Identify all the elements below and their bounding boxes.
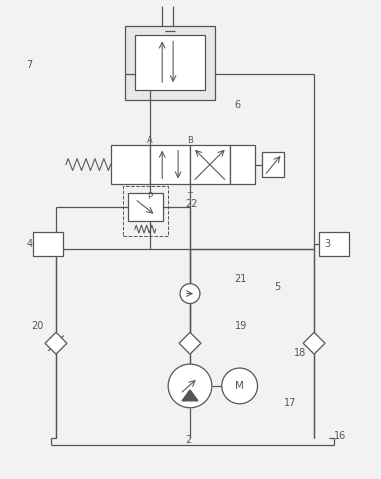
Text: 2: 2 bbox=[185, 434, 191, 445]
Text: 19: 19 bbox=[235, 321, 247, 331]
Text: M: M bbox=[235, 381, 244, 391]
Bar bbox=[190, 145, 230, 184]
Polygon shape bbox=[45, 332, 67, 354]
Bar bbox=[135, 35, 205, 90]
Text: 18: 18 bbox=[294, 348, 306, 358]
Bar bbox=[319, 231, 349, 256]
Text: 21: 21 bbox=[235, 274, 247, 284]
Polygon shape bbox=[182, 390, 198, 401]
Text: 5: 5 bbox=[274, 282, 281, 292]
Text: 4: 4 bbox=[26, 239, 32, 249]
Bar bbox=[128, 194, 163, 221]
Bar bbox=[33, 231, 63, 256]
Circle shape bbox=[168, 364, 212, 408]
Text: 6: 6 bbox=[235, 100, 241, 110]
Bar bbox=[125, 25, 215, 100]
Text: T: T bbox=[187, 192, 192, 201]
Bar bbox=[123, 186, 168, 236]
Text: 7: 7 bbox=[26, 60, 32, 70]
Text: 22: 22 bbox=[185, 199, 197, 209]
Bar bbox=[263, 152, 284, 177]
Bar bbox=[110, 145, 150, 184]
Text: 17: 17 bbox=[284, 398, 297, 408]
Text: 20: 20 bbox=[31, 321, 43, 331]
Text: 16: 16 bbox=[334, 431, 346, 441]
Text: P: P bbox=[147, 192, 152, 201]
Text: A: A bbox=[147, 136, 153, 145]
Text: 3: 3 bbox=[324, 239, 330, 249]
Polygon shape bbox=[303, 332, 325, 354]
Polygon shape bbox=[179, 332, 201, 354]
Text: B: B bbox=[187, 136, 193, 145]
Circle shape bbox=[222, 368, 258, 404]
Bar bbox=[150, 145, 190, 184]
Bar bbox=[230, 145, 255, 184]
Circle shape bbox=[180, 284, 200, 304]
